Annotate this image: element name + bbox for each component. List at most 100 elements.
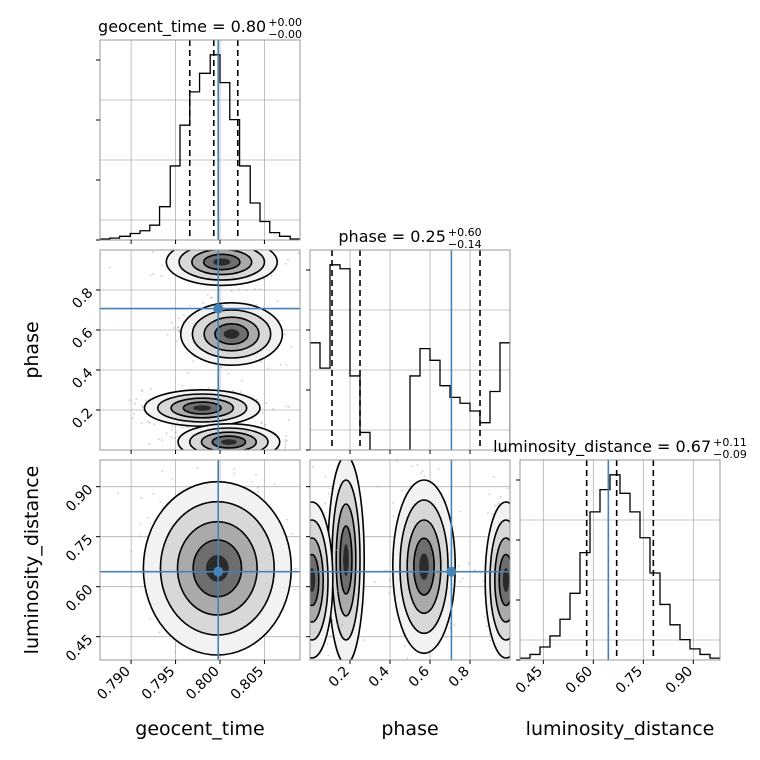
- panel-title-main: phase = 0.25: [338, 227, 445, 246]
- sample-point: [257, 486, 259, 489]
- sample-point: [161, 264, 163, 267]
- sample-point: [307, 551, 309, 553]
- sample-point: [134, 402, 136, 405]
- panel-title-upper-error: +0.00: [268, 16, 302, 29]
- sample-point: [287, 258, 289, 261]
- sample-point: [512, 595, 514, 597]
- contour-line-1-2: [203, 316, 260, 352]
- x-tick-label-geocent_time: 0.795: [139, 664, 179, 704]
- sample-point: [326, 642, 329, 645]
- sample-point: [140, 496, 143, 499]
- sample-point: [516, 552, 518, 554]
- sample-point: [308, 566, 310, 568]
- sample-point: [511, 558, 513, 560]
- sample-point: [514, 646, 516, 648]
- sample-point: [324, 502, 326, 505]
- sample-point: [232, 451, 234, 453]
- histogram-step-phase: [310, 264, 510, 450]
- sample-point: [229, 451, 231, 453]
- sample-point: [416, 464, 419, 466]
- sample-point: [513, 581, 515, 583]
- sample-point: [523, 601, 525, 603]
- sample-point: [279, 363, 282, 366]
- sample-point: [307, 605, 309, 607]
- sample-point: [265, 402, 267, 405]
- panel-frame: [99, 249, 301, 451]
- sample-point: [511, 587, 513, 589]
- x-tick-label-luminosity_distance: 0.60: [563, 664, 596, 697]
- sample-point: [272, 408, 274, 410]
- sample-point: [191, 241, 193, 243]
- sample-point: [514, 642, 516, 644]
- sample-point: [301, 613, 303, 615]
- sample-point: [240, 379, 243, 382]
- sample-point: [511, 511, 513, 513]
- sample-point: [244, 247, 246, 249]
- panel-title-luminosity_distance: luminosity_distance = 0.67 +0.11−0.09: [493, 436, 747, 461]
- sample-point: [304, 563, 306, 565]
- sample-point: [244, 453, 246, 455]
- sample-point: [165, 432, 168, 435]
- sample-point: [183, 314, 185, 317]
- sample-point: [286, 518, 289, 521]
- sample-point: [506, 691, 508, 693]
- sample-point: [511, 578, 513, 580]
- sample-point: [196, 452, 198, 454]
- contour-line-1-2: [406, 519, 442, 615]
- contour-line-0-3: [339, 525, 353, 595]
- sample-point: [305, 645, 307, 647]
- sample-point: [456, 441, 458, 443]
- sample-point: [306, 599, 308, 601]
- sample-point: [141, 389, 143, 392]
- sample-point: [493, 676, 495, 678]
- sample-point: [453, 624, 456, 627]
- sample-point: [285, 262, 287, 265]
- sample-point: [231, 453, 233, 455]
- sample-point: [303, 510, 305, 512]
- sample-point: [301, 544, 303, 546]
- sample-point: [306, 590, 308, 592]
- sample-point: [181, 384, 184, 387]
- sample-point: [192, 360, 195, 362]
- sample-point: [517, 560, 519, 562]
- sample-point: [207, 454, 209, 456]
- sample-point: [302, 594, 304, 596]
- sample-point: [522, 526, 524, 528]
- sample-point: [307, 628, 309, 630]
- sample-point: [148, 422, 151, 424]
- sample-point: [145, 399, 147, 402]
- density-fill: [310, 568, 316, 592]
- sample-point: [516, 556, 518, 558]
- sample-point: [458, 565, 460, 567]
- sample-point: [512, 579, 514, 581]
- x-tick-label-luminosity_distance: 0.90: [663, 664, 696, 697]
- sample-point: [186, 372, 189, 374]
- sample-point: [231, 242, 233, 244]
- panel-title-upper-error: +0.11: [713, 436, 747, 449]
- density-fill: [419, 553, 429, 581]
- sample-point: [419, 472, 422, 474]
- sample-point: [491, 513, 494, 516]
- sample-point: [303, 553, 305, 555]
- sample-point: [306, 515, 308, 517]
- sample-point: [234, 455, 236, 457]
- sample-point: [512, 503, 514, 505]
- sample-point: [523, 602, 525, 604]
- sample-point: [285, 435, 287, 437]
- hist-panel-geocent_time: [100, 40, 300, 240]
- sample-point: [211, 247, 213, 249]
- sample-point: [260, 245, 262, 247]
- sample-point: [227, 454, 229, 456]
- sample-point: [510, 583, 512, 585]
- sample-point: [467, 562, 470, 564]
- sample-point: [171, 429, 174, 431]
- sample-point: [484, 615, 486, 618]
- sample-point: [494, 504, 496, 507]
- sample-point: [392, 502, 394, 504]
- contour-line-0-1: [178, 250, 266, 281]
- sample-point: [295, 521, 297, 523]
- sample-point: [239, 391, 242, 393]
- sample-point: [250, 458, 252, 460]
- sample-point: [189, 247, 191, 249]
- sample-point: [517, 575, 519, 577]
